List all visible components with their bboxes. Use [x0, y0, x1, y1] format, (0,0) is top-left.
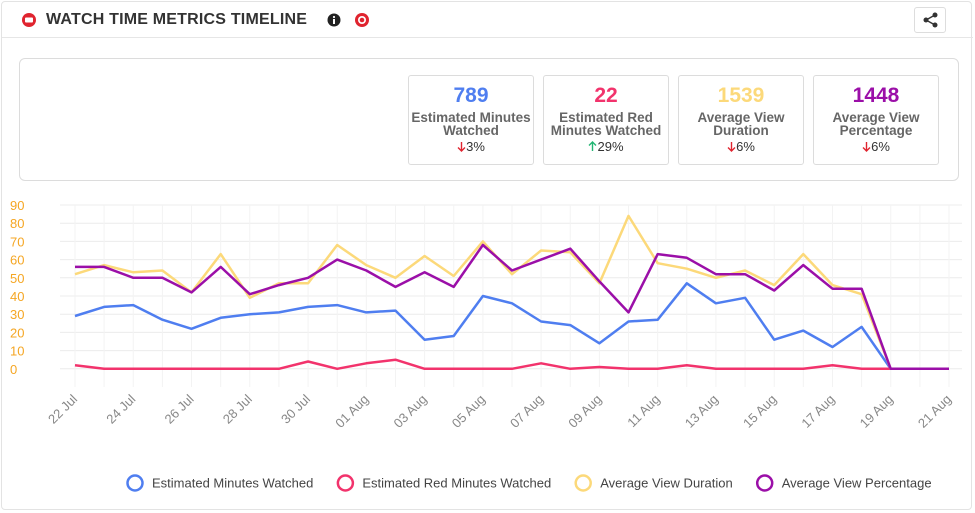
kpi-label: Average View Duration: [697, 110, 785, 138]
kpi-value: 789: [453, 84, 489, 107]
kpi-label: Estimated Minutes Watched: [411, 110, 531, 138]
legend-label: Estimated Minutes Watched: [152, 476, 313, 491]
y-tick-label: 0: [10, 362, 17, 377]
x-tick-label: 19 Aug: [857, 392, 896, 431]
series-line: [75, 243, 949, 371]
logo-icon: [22, 13, 36, 27]
y-tick-label: 10: [10, 344, 24, 359]
kpi-value: 22: [594, 84, 618, 107]
trend-arrow: [588, 141, 597, 151]
x-tick-label: 22 Jul: [45, 391, 80, 426]
kpi-change: 3%: [466, 139, 485, 154]
y-tick-label: 90: [10, 198, 24, 213]
kpi-change-row: 3%: [409, 139, 533, 154]
trend-arrow: [457, 142, 466, 152]
legend-label: Estimated Red Minutes Watched: [362, 476, 551, 491]
y-tick-label: 40: [10, 289, 24, 304]
series-line: [74, 214, 949, 371]
trend-arrow: [862, 142, 871, 152]
y-tick-label: 60: [10, 253, 24, 268]
y-tick-label: 80: [10, 216, 24, 231]
legend-label: Average View Percentage: [782, 476, 932, 491]
x-tick-label: 28 Jul: [220, 391, 255, 426]
legend-marker: [755, 474, 774, 492]
kpi-change: 6%: [871, 139, 890, 154]
legend-label: Average View Duration: [600, 476, 733, 491]
trend-arrow: [727, 142, 736, 152]
kpi-card: 1448 Average View Percentage 6%: [813, 75, 939, 165]
legend-marker: [126, 474, 144, 492]
x-tick-label: 30 Jul: [278, 391, 313, 426]
y-tick-label: 70: [10, 234, 24, 249]
series-line: [74, 358, 949, 371]
x-tick-label: 15 Aug: [740, 392, 779, 431]
x-tick-label: 13 Aug: [682, 392, 721, 431]
legend-marker: [336, 474, 355, 492]
share-icon: [923, 12, 938, 28]
kpi-value: 1448: [852, 84, 900, 107]
header: WATCH TIME METRICS TIMELINE: [2, 2, 973, 38]
x-tick-label: 17 Aug: [798, 392, 837, 431]
kpi-card: 22 Estimated Red Minutes Watched 29%: [543, 75, 669, 165]
kpi-card: 1539 Average View Duration 6%: [678, 75, 804, 165]
kpi-change: 29%: [597, 139, 624, 154]
kpi-change: 6%: [736, 139, 755, 154]
x-tick-label: 05 Aug: [449, 392, 488, 431]
x-tick-label: 21 Aug: [915, 392, 954, 431]
kpi-change-row: 6%: [814, 139, 938, 154]
kpi-panel: 789 Estimated Minutes Watched 3% 22 Estimate…: [19, 58, 959, 181]
kpi-card: 789 Estimated Minutes Watched 3%: [408, 75, 534, 165]
series-line: [74, 282, 949, 371]
x-tick-label: 24 Jul: [103, 391, 138, 426]
x-tick-label: 11 Aug: [624, 392, 663, 431]
x-tick-label: 07 Aug: [507, 392, 546, 431]
kpi-value: 1539: [717, 84, 765, 107]
kpi-change-row: 6%: [679, 139, 803, 154]
x-tick-label: 01 Aug: [332, 392, 371, 431]
kpi-change-row: 29%: [544, 139, 668, 154]
x-tick-label: 09 Aug: [565, 392, 604, 431]
kpi-label: Estimated Red Minutes Watched: [550, 110, 662, 138]
x-tick-label: 03 Aug: [390, 392, 429, 431]
y-tick-label: 20: [10, 325, 24, 340]
info-icon[interactable]: [327, 13, 341, 27]
share-button[interactable]: [914, 7, 946, 33]
y-tick-label: 30: [10, 307, 24, 322]
title: WATCH TIME METRICS TIMELINE: [46, 11, 308, 28]
red-icon: [355, 13, 369, 27]
x-tick-label: 26 Jul: [162, 391, 197, 426]
kpi-label: Average View Percentage: [832, 110, 920, 138]
legend-marker: [574, 474, 592, 492]
y-tick-label: 50: [10, 271, 24, 286]
